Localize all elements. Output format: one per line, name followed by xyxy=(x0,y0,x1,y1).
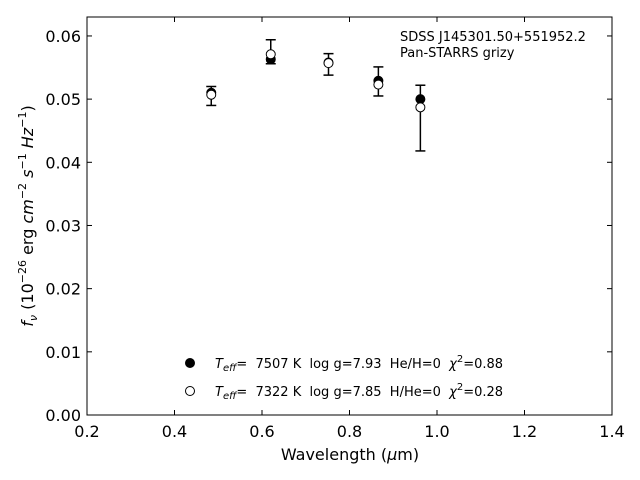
y-tick-label: 0.05 xyxy=(45,90,81,109)
y-axis-label: fν (10−26 erg cm−2 s−1 Hz−1) xyxy=(16,105,40,326)
legend: Teff= 7507 K log g=7.93 He/H=0 χ2=0.88 T… xyxy=(185,354,503,402)
open-point xyxy=(265,49,276,60)
legend-entry-1: Teff= 7507 K log g=7.93 He/H=0 χ2=0.88 xyxy=(215,354,503,374)
filled-point xyxy=(415,94,426,105)
annotation-photometry: Pan-STARRS grizy xyxy=(400,46,515,61)
legend-marker-open xyxy=(185,386,195,396)
legend-marker-filled xyxy=(185,358,195,368)
open-point xyxy=(323,58,334,69)
x-tick-label: 0.2 xyxy=(74,422,99,441)
y-tick-label: 0.02 xyxy=(45,280,81,299)
legend-entry-2: Teff= 7322 K log g=7.85 H/He=0 χ2=0.28 xyxy=(215,382,503,402)
y-tick-label: 0.06 xyxy=(45,27,81,46)
y-tick-label: 0.00 xyxy=(45,406,81,425)
open-point xyxy=(373,79,384,90)
x-tick-label: 1.0 xyxy=(424,422,449,441)
series-1 xyxy=(206,54,426,105)
y-axis-ticks: 0.00 0.01 0.02 0.03 0.04 0.05 0.06 xyxy=(45,27,612,425)
x-axis-ticks: 0.2 0.4 0.6 0.8 1.0 1.2 1.4 xyxy=(74,17,625,441)
open-point xyxy=(415,102,426,113)
annotation-object-name: SDSS J145301.50+551952.2 xyxy=(400,30,586,45)
x-axis-label-text: Wavelength ( xyxy=(281,445,387,464)
plot-frame xyxy=(86,16,613,416)
y-tick-label: 0.03 xyxy=(45,216,81,235)
x-axis-label: Wavelength (μm) xyxy=(281,445,419,464)
x-tick-label: 0.6 xyxy=(249,422,274,441)
observed-errorbars xyxy=(206,38,426,152)
model-points xyxy=(206,49,426,113)
x-tick-label: 0.4 xyxy=(162,422,187,441)
y-tick-label: 0.04 xyxy=(45,153,81,172)
x-tick-label: 0.8 xyxy=(337,422,362,441)
x-tick-label: 1.4 xyxy=(599,422,624,441)
open-point xyxy=(206,89,217,100)
x-tick-label: 1.2 xyxy=(512,422,537,441)
y-tick-label: 0.01 xyxy=(45,343,81,362)
series-2 xyxy=(206,49,426,113)
plot-area-border xyxy=(86,16,613,416)
